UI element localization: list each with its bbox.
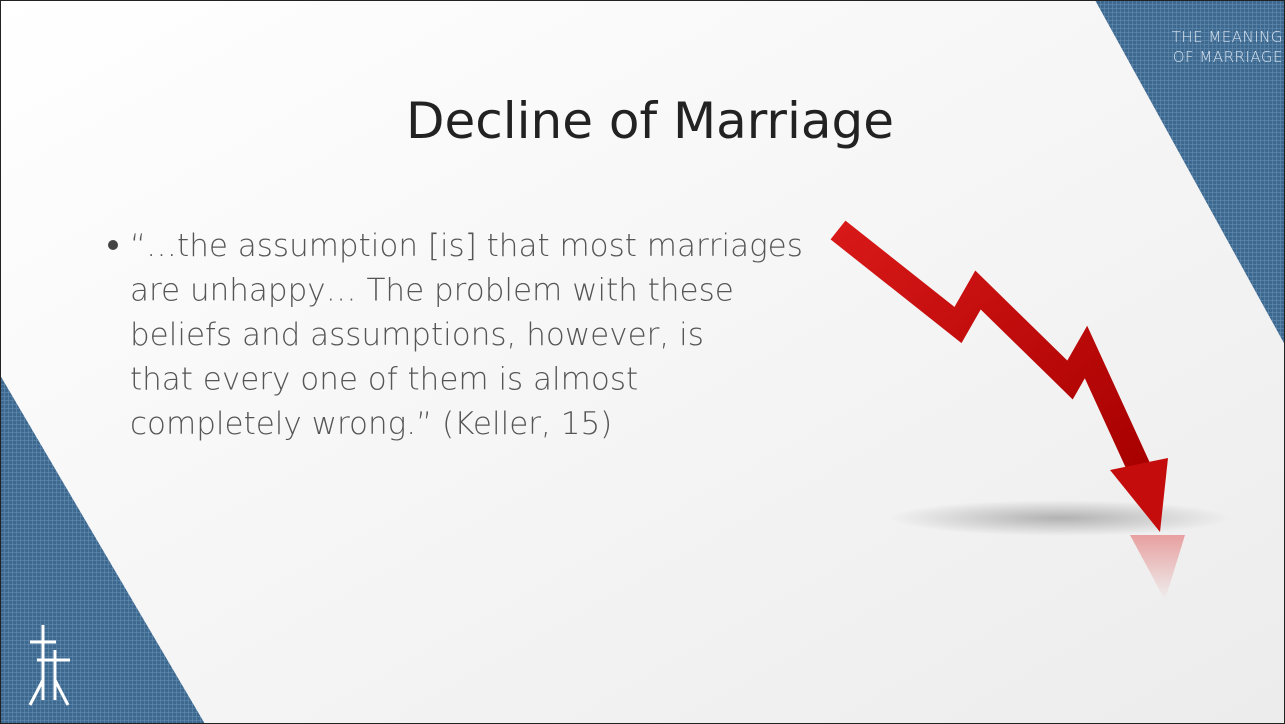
bullet-line: beliefs and assumptions, however, is bbox=[130, 317, 704, 353]
bullet-line: that every one of them is almost bbox=[130, 362, 638, 398]
bullet-dot bbox=[108, 240, 118, 250]
bullet-line: “…the assumption [is] that most marriage… bbox=[130, 228, 803, 264]
title: Decline of Marriage bbox=[406, 92, 894, 150]
arrow-shadow bbox=[890, 500, 1230, 536]
corner-tag: OF MARRIAGE bbox=[1173, 48, 1283, 66]
bullet-line: completely wrong.” (Keller, 15) bbox=[130, 406, 612, 442]
page: THE MEANING OF MARRIAGE Decline of Marri… bbox=[0, 0, 1285, 724]
corner-tag: THE MEANING bbox=[1172, 28, 1283, 46]
slide: THE MEANING OF MARRIAGE Decline of Marri… bbox=[0, 0, 1285, 724]
bullet-line: are unhappy… The problem with these bbox=[130, 273, 734, 309]
